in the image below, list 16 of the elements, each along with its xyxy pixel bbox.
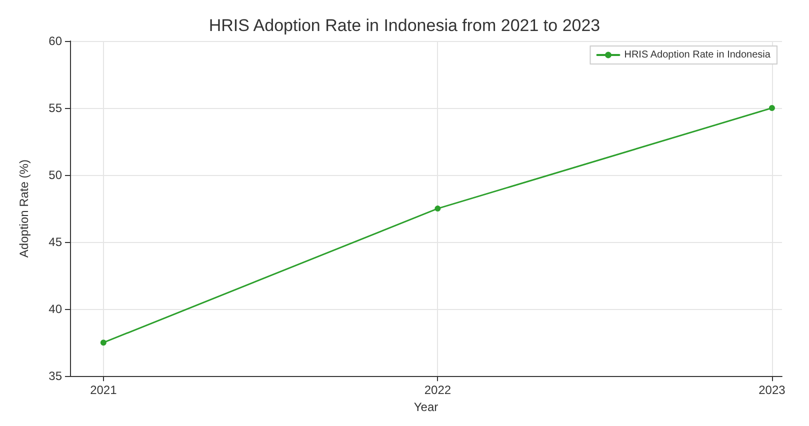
point [100, 340, 106, 346]
x-tick-label: 2023 [758, 383, 786, 398]
x-axis-title: Year [414, 400, 438, 414]
y-axis-title: Adoption Rate (%) [17, 160, 31, 258]
y-tick-label: 45 [48, 235, 62, 250]
x-tick-label: 2022 [424, 383, 452, 398]
y-tick-label: 55 [48, 101, 62, 116]
y-tick-label: 50 [48, 168, 62, 182]
y-tick-label: 35 [48, 369, 62, 384]
chart-title: HRIS Adoption Rate in Indonesia from 2021 to 2023 [208, 16, 600, 35]
point [434, 206, 441, 212]
y-tick-label: 40 [48, 302, 62, 316]
y-tick-label: 60 [48, 34, 62, 48]
point [768, 105, 775, 112]
legend-label: HRIS Adoption Rate in Indonesia [624, 50, 771, 60]
x-tick-label: 2021 [90, 383, 118, 398]
